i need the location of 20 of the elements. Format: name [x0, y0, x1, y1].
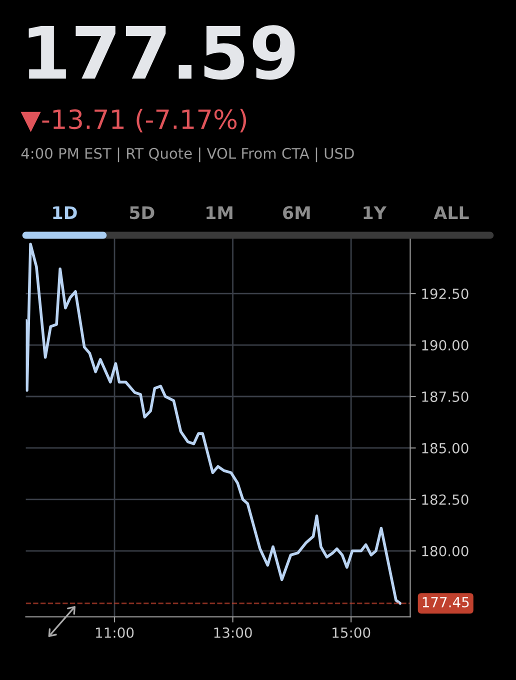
x-tick-label: 11:00: [96, 627, 134, 638]
chart-title: 177.59: [28, 25, 295, 80]
chart-subtitle: ▼-13.71 (-7.17%): [20, 108, 246, 132]
ref-line-label: 177.45: [422, 597, 469, 608]
text: 1D: [53, 206, 77, 219]
y-tick-label: 190.00: [422, 340, 468, 351]
text: ALL: [434, 206, 469, 219]
x-tick-label: 13:00: [214, 627, 252, 638]
y-tick-label: 185.00: [422, 442, 468, 454]
x-tick-label: 15:00: [332, 627, 370, 638]
y-tick-label: 182.50: [422, 494, 468, 505]
text: 1M: [206, 206, 232, 219]
text: 4:00 PM EST | RT Quote | VOL From CTA | USD: [21, 148, 354, 162]
text: 5D: [130, 206, 154, 220]
text: 6M: [283, 206, 310, 220]
y-tick-label: 180.00: [422, 546, 468, 556]
y-tick-label: 187.50: [422, 391, 468, 402]
text: 1Y: [364, 206, 387, 219]
y-tick-label: 192.50: [422, 288, 468, 300]
line-series: [26, 242, 402, 605]
